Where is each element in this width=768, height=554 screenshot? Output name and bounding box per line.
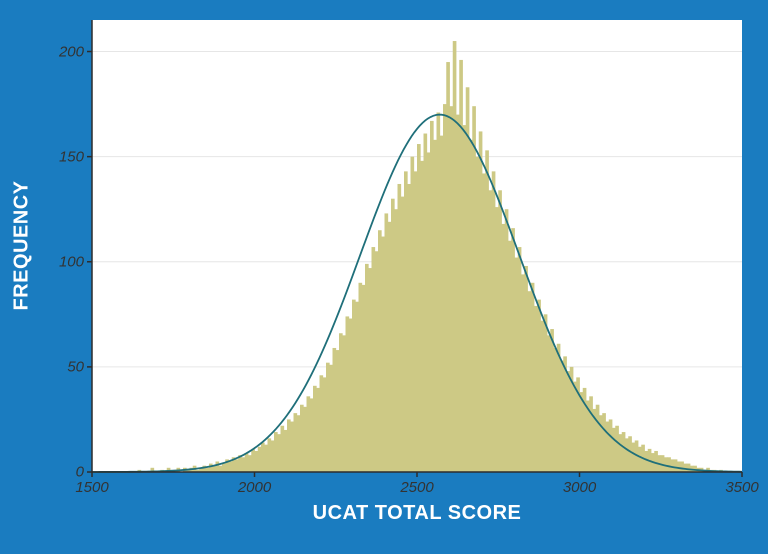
- y-tick-label: 100: [44, 253, 84, 270]
- x-axis-label: UCAT TOTAL SCORE: [92, 502, 742, 525]
- plot-svg: [92, 20, 742, 472]
- x-tick-label: 2500: [400, 479, 433, 496]
- y-tick-label: 200: [44, 43, 84, 60]
- x-tick-label: 1500: [75, 479, 108, 496]
- y-tick-label: 150: [44, 148, 84, 165]
- x-tick-label: 3000: [563, 479, 596, 496]
- plot-area: [92, 20, 742, 472]
- x-tick-label: 2000: [238, 479, 271, 496]
- chart-frame: UCAT TOTAL SCORE FREQUENCY 1500200025003…: [0, 0, 768, 554]
- y-tick-label: 50: [44, 358, 84, 375]
- x-tick-label: 3500: [725, 479, 758, 496]
- y-axis-label: FREQUENCY: [11, 96, 34, 396]
- y-tick-label: 0: [44, 464, 84, 481]
